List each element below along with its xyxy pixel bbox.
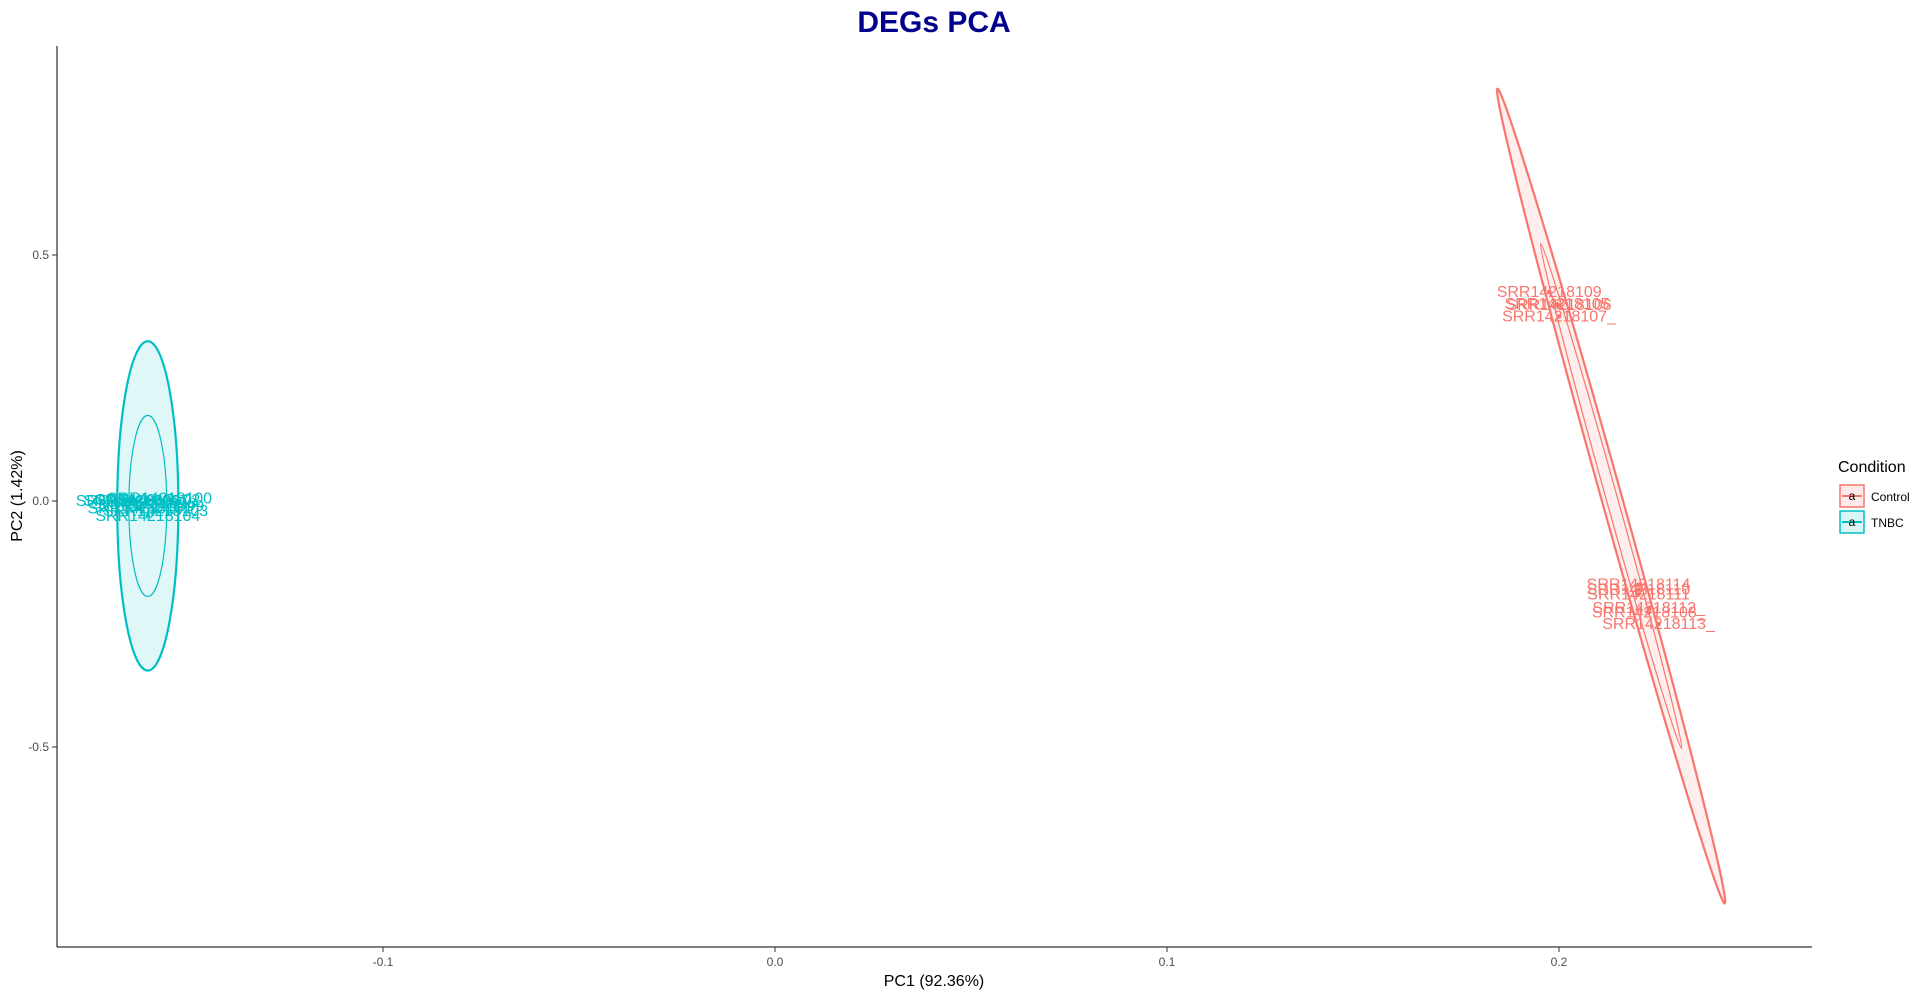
- point-label-control: SRR14218110: [1587, 582, 1691, 599]
- point-tnbc: [137, 506, 143, 511]
- point-control: [1556, 314, 1562, 319]
- x-tick-label: 0.0: [767, 955, 784, 969]
- point-control: [1556, 302, 1562, 308]
- legend-label-tnbc: TNBC: [1871, 516, 1904, 530]
- y-tick-label: 0.0: [32, 494, 49, 508]
- point-control: [1636, 592, 1641, 597]
- y-tick-label: -0.5: [28, 740, 49, 754]
- point-label-tnbc: SRR14218099: [99, 498, 204, 515]
- chart-title: DEGs PCA: [857, 6, 1010, 39]
- y-axis-title: PC2 (1.42%): [9, 450, 26, 542]
- point-label-tnbc: SRR14218097: [84, 493, 189, 510]
- legend-key-glyph-control: a: [1849, 489, 1856, 503]
- point-label-tnbc: SRR14218102: [95, 492, 200, 509]
- x-tick-label: 0.2: [1551, 955, 1568, 969]
- point-label-control: SRR14218109: [1497, 284, 1602, 301]
- point-label-control: SRR14218106: [1507, 297, 1612, 314]
- point-control: [1636, 582, 1641, 587]
- legend-label-control: Control: [1871, 490, 1910, 504]
- point-control: [1547, 289, 1552, 295]
- ellipse-control: [1495, 87, 1727, 905]
- point-label-tnbc: SRR14218098: [91, 495, 196, 512]
- point-tnbc: [149, 503, 154, 509]
- point-label-control: SRR14218114: [1587, 577, 1691, 594]
- point-tnbc: [126, 498, 131, 504]
- point-label-tnbc: SRR14218096: [76, 493, 181, 510]
- point-tnbc: [157, 496, 162, 501]
- ellipse-inner-tnbc: [128, 414, 168, 598]
- point-control: [1636, 587, 1641, 592]
- legend-title: Condition: [1838, 459, 1906, 476]
- point-tnbc: [153, 508, 158, 514]
- point-control: [1646, 610, 1651, 615]
- point-tnbc: [145, 497, 150, 503]
- point-control: [1646, 605, 1651, 610]
- point-tnbc: [141, 501, 147, 506]
- point-label-control: SRR14218112_: [1592, 600, 1706, 617]
- point-tnbc: [145, 513, 150, 518]
- point-label-control: SRR14218113_: [1602, 616, 1716, 633]
- ellipse-inner-control: [1539, 242, 1683, 750]
- ellipse-tnbc: [116, 340, 180, 672]
- point-label-tnbc: SRR14218100: [107, 491, 212, 508]
- y-tick-label: 0.5: [32, 248, 49, 262]
- point-label-control: SRR14218107_: [1502, 309, 1617, 326]
- point-label-tnbc: SRR14218103: [103, 503, 208, 520]
- point-label-control: SRR14218108_: [1592, 605, 1707, 622]
- x-axis-title: PC1 (92.36%): [884, 973, 985, 990]
- point-tnbc: [133, 498, 139, 504]
- x-tick-label: 0.1: [1159, 955, 1176, 969]
- point-label-control: SRR14218111: [1587, 586, 1690, 603]
- legend-key-glyph-tnbc: a: [1849, 515, 1856, 529]
- point-label-tnbc: SRR14218104: [95, 508, 200, 525]
- point-control: [1656, 621, 1661, 627]
- point-label-tnbc: SRR14218101: [87, 500, 192, 517]
- x-tick-label: -0.1: [373, 955, 394, 969]
